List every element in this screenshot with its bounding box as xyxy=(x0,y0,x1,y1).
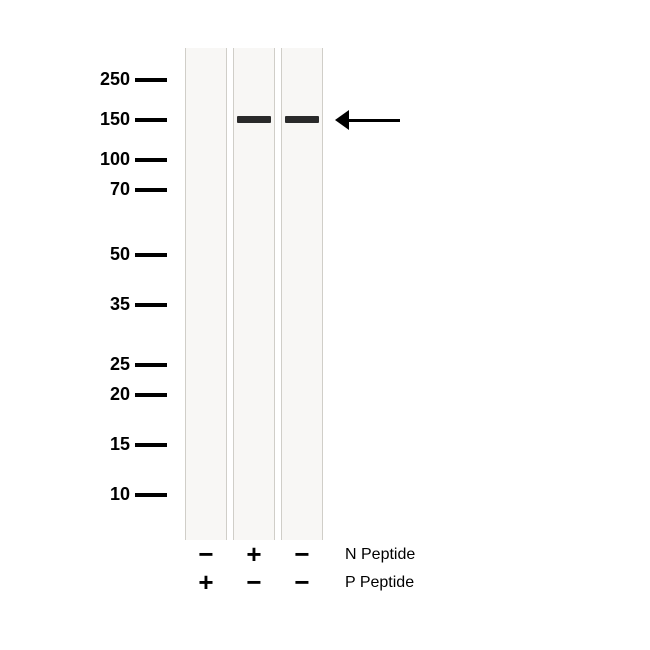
ladder-tick xyxy=(135,443,167,447)
ladder-label-100: 100 xyxy=(80,149,130,170)
band-arrow xyxy=(345,119,400,122)
ladder-label-25: 25 xyxy=(80,354,130,375)
peptide-mark: − xyxy=(290,539,314,570)
ladder-tick xyxy=(135,118,167,122)
ladder-label-50: 50 xyxy=(80,244,130,265)
ladder-tick xyxy=(135,493,167,497)
ladder-label-35: 35 xyxy=(80,294,130,315)
band xyxy=(285,116,319,123)
ladder-tick xyxy=(135,363,167,367)
ladder-label-150: 150 xyxy=(80,109,130,130)
peptide-mark: − xyxy=(290,567,314,598)
peptide-row-label: N Peptide xyxy=(345,546,415,564)
ladder-label-15: 15 xyxy=(80,434,130,455)
ladder-tick xyxy=(135,158,167,162)
peptide-mark: + xyxy=(242,539,266,570)
ladder-label-70: 70 xyxy=(80,179,130,200)
ladder-label-20: 20 xyxy=(80,384,130,405)
peptide-mark: + xyxy=(194,567,218,598)
peptide-mark: − xyxy=(242,567,266,598)
ladder-tick xyxy=(135,253,167,257)
ladder-tick xyxy=(135,393,167,397)
ladder-tick xyxy=(135,188,167,192)
ladder-tick xyxy=(135,78,167,82)
peptide-row-label: P Peptide xyxy=(345,574,414,592)
lane-0 xyxy=(185,48,227,540)
peptide-mark: − xyxy=(194,539,218,570)
ladder-tick xyxy=(135,303,167,307)
band xyxy=(237,116,271,123)
blot-container: 25015010070503525201510 −+−N Peptide+−−P… xyxy=(0,0,650,650)
arrow-head-icon xyxy=(335,110,349,130)
ladder-label-250: 250 xyxy=(80,69,130,90)
ladder-label-10: 10 xyxy=(80,484,130,505)
